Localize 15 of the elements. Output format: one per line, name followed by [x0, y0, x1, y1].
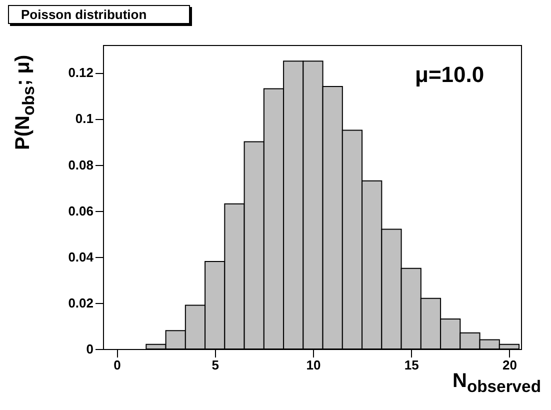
y-tick-label: 0.08 — [68, 157, 94, 172]
y-tick-label: 0.02 — [68, 295, 94, 310]
y-tick-label: 0.06 — [68, 203, 94, 218]
y-tick-label: 0.04 — [68, 249, 94, 264]
x-tick-label: 10 — [306, 358, 321, 372]
y-tick-label: 0 — [86, 342, 94, 356]
x-tick-label: 5 — [212, 358, 219, 372]
x-tick-label: 0 — [114, 358, 121, 372]
chart-title: Poisson distribution — [8, 5, 190, 24]
y-tick-label: 0.1 — [75, 111, 94, 126]
annotation: μ=10.0 — [415, 62, 484, 88]
y-tick-label: 0.12 — [68, 65, 94, 80]
x-axis-title: N$_{observed}$ — [452, 370, 541, 396]
x-tick-label: 15 — [404, 358, 419, 372]
x-tick-label: 20 — [502, 358, 517, 372]
